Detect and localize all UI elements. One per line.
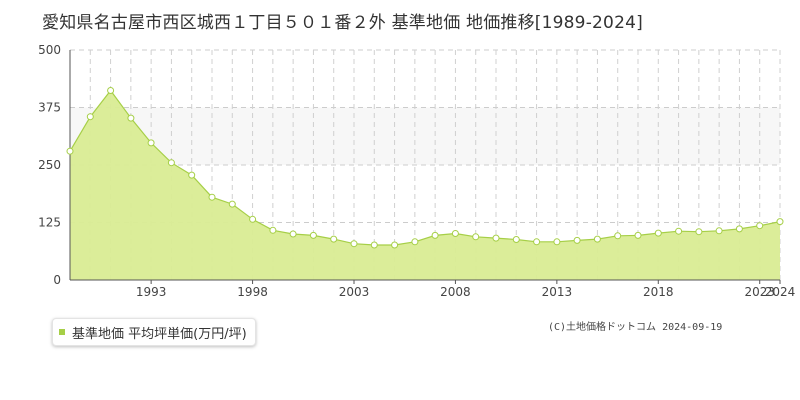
data-point bbox=[107, 87, 115, 94]
x-tick-label: 2008 bbox=[440, 285, 471, 299]
data-point bbox=[167, 159, 175, 167]
data-point bbox=[634, 231, 642, 239]
chart-title: 愛知県名古屋市西区城西１丁目５０１番２外 基準地価 地価推移[1989-2024… bbox=[42, 13, 643, 33]
data-point bbox=[675, 227, 683, 235]
data-point bbox=[208, 193, 216, 201]
y-tick-label: 0 bbox=[53, 273, 61, 287]
data-point bbox=[654, 229, 662, 237]
axis-layer bbox=[69, 50, 781, 284]
data-point bbox=[512, 236, 520, 243]
data-point bbox=[593, 235, 601, 243]
data-point bbox=[472, 233, 480, 241]
data-point bbox=[249, 215, 257, 223]
data-point bbox=[695, 228, 703, 236]
tick-label-layer: 0 125 250 375 500 1993 1998 2003 2008 2013 2018 202… bbox=[38, 43, 795, 299]
data-point bbox=[127, 114, 135, 122]
data-point bbox=[553, 238, 561, 246]
legend-label: 基準地価 平均坪単価(万円/坪) bbox=[72, 326, 247, 342]
data-point bbox=[289, 230, 297, 238]
marker-layer bbox=[66, 87, 784, 249]
data-point bbox=[228, 200, 236, 208]
data-point bbox=[431, 231, 439, 239]
data-point bbox=[411, 238, 419, 246]
data-point bbox=[309, 231, 317, 239]
data-point bbox=[533, 238, 541, 246]
data-point bbox=[735, 225, 743, 233]
x-tick-label: 2023 bbox=[744, 285, 775, 299]
data-point bbox=[330, 235, 338, 243]
data-point bbox=[573, 236, 581, 244]
area-fill bbox=[70, 90, 780, 280]
data-point bbox=[492, 234, 500, 242]
legend-swatch bbox=[59, 329, 65, 335]
grid-band bbox=[70, 107, 780, 165]
x-tick-label: 1998 bbox=[237, 285, 268, 299]
x-tick-label: 2018 bbox=[643, 285, 674, 299]
x-tick-label: 2024 bbox=[765, 285, 796, 299]
y-tick-label: 500 bbox=[38, 43, 61, 57]
y-tick-label: 125 bbox=[38, 216, 61, 230]
data-point bbox=[391, 241, 399, 249]
data-point bbox=[147, 139, 155, 147]
data-point bbox=[370, 241, 378, 249]
x-tick-label: 2003 bbox=[339, 285, 370, 299]
data-point bbox=[614, 232, 622, 240]
data-point bbox=[451, 230, 459, 237]
x-tick-label: 1993 bbox=[136, 285, 167, 299]
credit-text: (C)土地価格ドットコム 2024-09-19 bbox=[548, 322, 723, 333]
data-point bbox=[66, 147, 74, 155]
data-point bbox=[86, 113, 94, 121]
data-point bbox=[269, 226, 277, 234]
data-point bbox=[756, 222, 764, 230]
band-layer bbox=[70, 107, 780, 165]
data-point bbox=[776, 218, 784, 226]
y-tick-label: 250 bbox=[38, 158, 61, 172]
data-point bbox=[715, 227, 723, 235]
data-point bbox=[350, 240, 358, 248]
x-tick-label: 2013 bbox=[542, 285, 573, 299]
y-tick-label: 375 bbox=[38, 101, 61, 115]
legend[interactable]: 基準地価 平均坪単価(万円/坪) bbox=[52, 318, 256, 346]
data-point bbox=[188, 171, 196, 179]
